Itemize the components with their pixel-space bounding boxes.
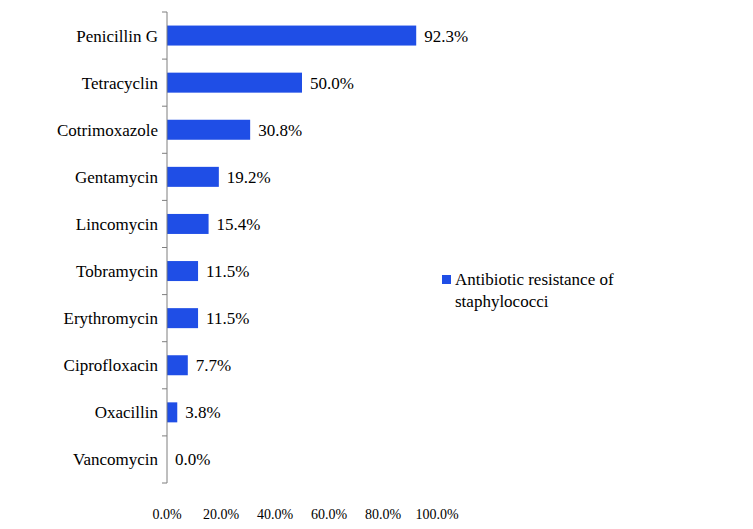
x-tick [437, 483, 438, 486]
data-label: 7.7% [196, 356, 231, 375]
bar [167, 261, 198, 281]
x-tick-label: 60.0% [311, 507, 348, 522]
category-label: Tobramycin [76, 262, 158, 281]
bar [167, 167, 219, 187]
data-label: 19.2% [227, 168, 271, 187]
bar [167, 355, 188, 375]
data-label: 15.4% [217, 215, 261, 234]
y-axis-tick [162, 153, 167, 154]
category-label: Ciprofloxacin [64, 356, 159, 375]
x-tick-label: 80.0% [365, 507, 402, 522]
y-axis-tick [162, 435, 167, 436]
y-axis-tick [162, 247, 167, 248]
x-tick [329, 483, 330, 486]
category-label: Cotrimoxazole [57, 121, 158, 140]
y-axis-tick [162, 483, 167, 484]
x-tick [221, 483, 222, 486]
data-label: 0.0% [175, 450, 210, 469]
category-label: Lincomycin [76, 215, 159, 234]
y-axis-tick [162, 106, 167, 107]
y-axis-tick [162, 200, 167, 201]
category-label: Gentamycin [75, 168, 159, 187]
x-tick [167, 483, 168, 486]
x-tick-label: 100.0% [415, 507, 459, 522]
x-tick-label: 20.0% [203, 507, 240, 522]
data-label: 30.8% [258, 121, 302, 140]
data-label: 3.8% [185, 403, 220, 422]
data-label: 11.5% [206, 309, 249, 328]
data-label: 92.3% [424, 27, 468, 46]
legend-swatch [442, 275, 451, 284]
bar [167, 402, 177, 422]
x-tick [275, 483, 276, 486]
category-label: Oxacillin [95, 403, 159, 422]
bar [167, 308, 198, 328]
category-label: Vancomycin [73, 450, 158, 469]
category-label: Erythromycin [64, 309, 159, 328]
y-axis-tick [162, 59, 167, 60]
data-label: 11.5% [206, 262, 249, 281]
chart: Penicillin G Tetracyclin Cotrimoxazole Gent… [0, 0, 753, 529]
bar [167, 73, 302, 93]
y-axis-tick [162, 341, 167, 342]
x-tick-label: 0.0% [152, 507, 182, 522]
bar [167, 120, 250, 140]
bar [167, 26, 416, 46]
x-tick-label: 40.0% [257, 507, 294, 522]
category-label: Penicillin G [76, 27, 158, 46]
x-tick [383, 483, 384, 486]
bars [167, 26, 416, 423]
bar [167, 214, 209, 234]
category-label: Tetracyclin [82, 74, 159, 93]
y-axis-tick [162, 12, 167, 13]
y-axis-tick [162, 388, 167, 389]
data-label: 50.0% [310, 74, 354, 93]
legend-label: Antibiotic resistance of staphylococci [455, 269, 655, 313]
y-axis-tick [162, 294, 167, 295]
